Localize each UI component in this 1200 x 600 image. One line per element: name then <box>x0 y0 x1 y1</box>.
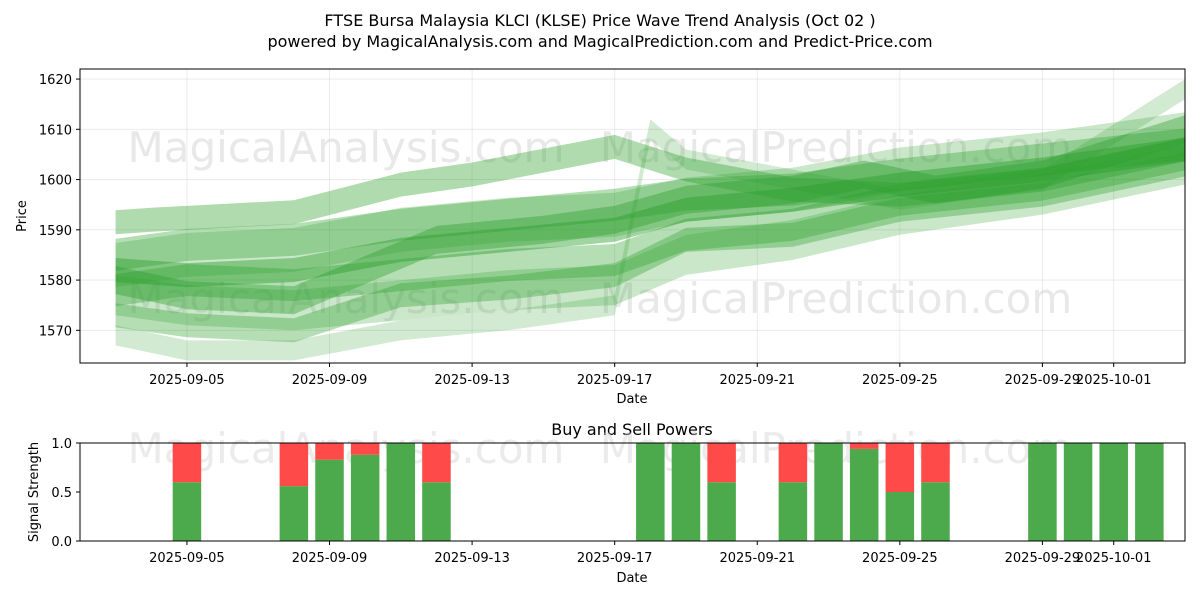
sell-power-bar <box>921 443 950 483</box>
watermark-analysis-top: MagicalAnalysis.com <box>128 123 565 172</box>
price-wave-band <box>115 137 1185 288</box>
price-wave-band <box>115 79 1185 361</box>
price-y-ticks: 1570 1580 1590 1600 1610 1620 <box>39 73 80 339</box>
price-y-tick-label: 1570 <box>39 324 72 339</box>
price-x-axis-label: Date <box>616 392 647 407</box>
price-y-axis-label: Price <box>15 200 30 232</box>
price-chart: MagicalAnalysis.com MagicalPrediction.co… <box>15 68 1186 407</box>
signal-bars <box>172 443 1164 541</box>
buy-power-bar <box>1028 443 1057 541</box>
watermark-prediction-mid: MagicalPrediction.com <box>600 274 1073 323</box>
sell-power-bar <box>707 443 736 483</box>
signal-plot-background <box>80 443 1185 541</box>
signal-x-tick-label: 2025-10-01 <box>1076 551 1152 566</box>
buy-power-bar <box>350 454 380 541</box>
signal-y-tick-label: 0.5 <box>51 486 72 501</box>
buy-power-bar <box>386 443 416 541</box>
buy-power-bar <box>814 443 843 541</box>
sell-power-bar <box>778 443 808 483</box>
signal-chart-title: Buy and Sell Powers <box>551 420 713 439</box>
buy-power-bar <box>422 482 451 541</box>
price-wave-band <box>115 152 1185 343</box>
buy-power-bar <box>172 482 202 541</box>
signal-x-ticks: 2025-09-05 2025-09-09 2025-09-13 2025-09-17… <box>149 541 1151 566</box>
price-x-tick-label: 2025-09-21 <box>719 373 795 388</box>
price-x-tick-label: 2025-09-05 <box>149 373 225 388</box>
price-waves <box>115 79 1185 361</box>
buy-power-bar <box>707 482 736 541</box>
signal-chart: Buy and Sell Powers MagicalAnalysis.com … <box>27 420 1186 586</box>
sell-power-bar <box>172 443 202 483</box>
chart-title-line2: powered by MagicalAnalysis.com and Magic… <box>267 32 932 51</box>
price-x-tick-label: 2025-10-01 <box>1076 373 1152 388</box>
buy-power-bar <box>636 443 665 541</box>
signal-y-axis-label: Signal Strength <box>27 442 42 542</box>
price-y-tick-label: 1600 <box>39 174 72 189</box>
price-wave-band <box>115 112 1185 287</box>
price-plot-frame <box>79 68 1186 364</box>
chart-title-line1: FTSE Bursa Malaysia KLCI (KLSE) Price Wa… <box>324 11 875 30</box>
price-watermarks: MagicalAnalysis.com MagicalPrediction.co… <box>128 123 1073 323</box>
signal-x-tick-label: 2025-09-25 <box>862 551 938 566</box>
price-y-tick-label: 1590 <box>39 224 72 239</box>
price-wave-band <box>115 128 1185 271</box>
buy-power-bar <box>1099 443 1128 541</box>
watermark-prediction-top: MagicalPrediction.com <box>600 123 1073 172</box>
buy-power-bar <box>279 486 309 541</box>
signal-x-tick-label: 2025-09-13 <box>434 551 510 566</box>
price-x-tick-label: 2025-09-13 <box>434 373 510 388</box>
price-x-tick-label: 2025-09-17 <box>577 373 653 388</box>
sell-power-bar <box>279 443 309 487</box>
price-plot-background <box>80 69 1185 363</box>
price-wave-band <box>115 138 1185 307</box>
price-grid <box>80 69 1185 363</box>
price-y-tick-label: 1580 <box>39 274 72 289</box>
price-wave-band <box>115 115 1185 315</box>
buy-power-bar <box>671 443 701 541</box>
signal-y-tick-label: 1.0 <box>51 437 72 452</box>
price-x-tick-label: 2025-09-25 <box>862 373 938 388</box>
price-x-tick-label: 2025-09-09 <box>292 373 368 388</box>
buy-power-bar <box>885 492 915 541</box>
buy-power-bar <box>1063 443 1093 541</box>
signal-x-tick-label: 2025-09-05 <box>149 551 225 566</box>
signal-y-ticks: 0.0 0.5 1.0 <box>51 437 80 550</box>
signal-x-tick-label: 2025-09-21 <box>719 551 795 566</box>
sell-power-bar <box>885 443 915 492</box>
signal-x-tick-label: 2025-09-29 <box>1005 551 1081 566</box>
signal-x-axis-label: Date <box>616 571 647 586</box>
price-y-tick-label: 1620 <box>39 73 72 88</box>
price-x-ticks: 2025-09-05 2025-09-09 2025-09-13 2025-09-17… <box>149 363 1151 388</box>
buy-power-bar <box>778 482 808 541</box>
sell-power-bar <box>350 443 380 455</box>
signal-x-tick-label: 2025-09-17 <box>577 551 653 566</box>
price-wave-band <box>115 144 1185 331</box>
price-wave-band <box>115 134 1185 235</box>
sell-power-bar <box>315 443 344 460</box>
signal-x-tick-label: 2025-09-09 <box>292 551 368 566</box>
price-x-tick-label: 2025-09-29 <box>1005 373 1081 388</box>
watermark-analysis-mid: MagicalAnalysis.com <box>128 274 565 323</box>
buy-power-bar <box>921 482 950 541</box>
buy-power-bar <box>1135 443 1164 541</box>
buy-power-bar <box>849 448 879 541</box>
buy-power-bar <box>315 459 344 541</box>
sell-power-bar <box>422 443 451 483</box>
price-y-tick-label: 1610 <box>39 123 72 138</box>
sell-power-bar <box>849 443 879 449</box>
signal-y-tick-label: 0.0 <box>51 535 72 550</box>
